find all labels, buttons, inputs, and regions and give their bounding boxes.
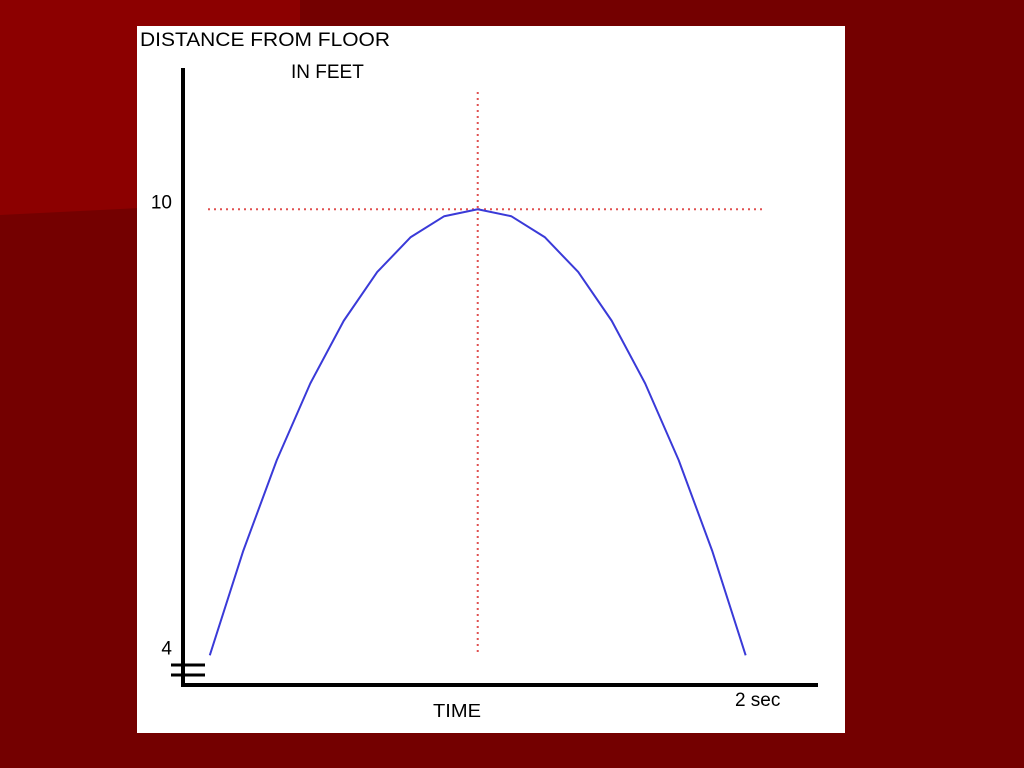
chart-title: DISTANCE FROM FLOOR xyxy=(140,30,390,51)
y-tick-label: 10 xyxy=(151,192,172,213)
chart-panel xyxy=(137,26,845,733)
line-series xyxy=(208,208,747,656)
y-tick-label: 4 xyxy=(161,638,172,659)
x-axis-label: TIME xyxy=(433,701,481,721)
y-axis-unit: IN FEET xyxy=(291,62,364,83)
x-tick-label: 2 sec xyxy=(735,690,780,711)
